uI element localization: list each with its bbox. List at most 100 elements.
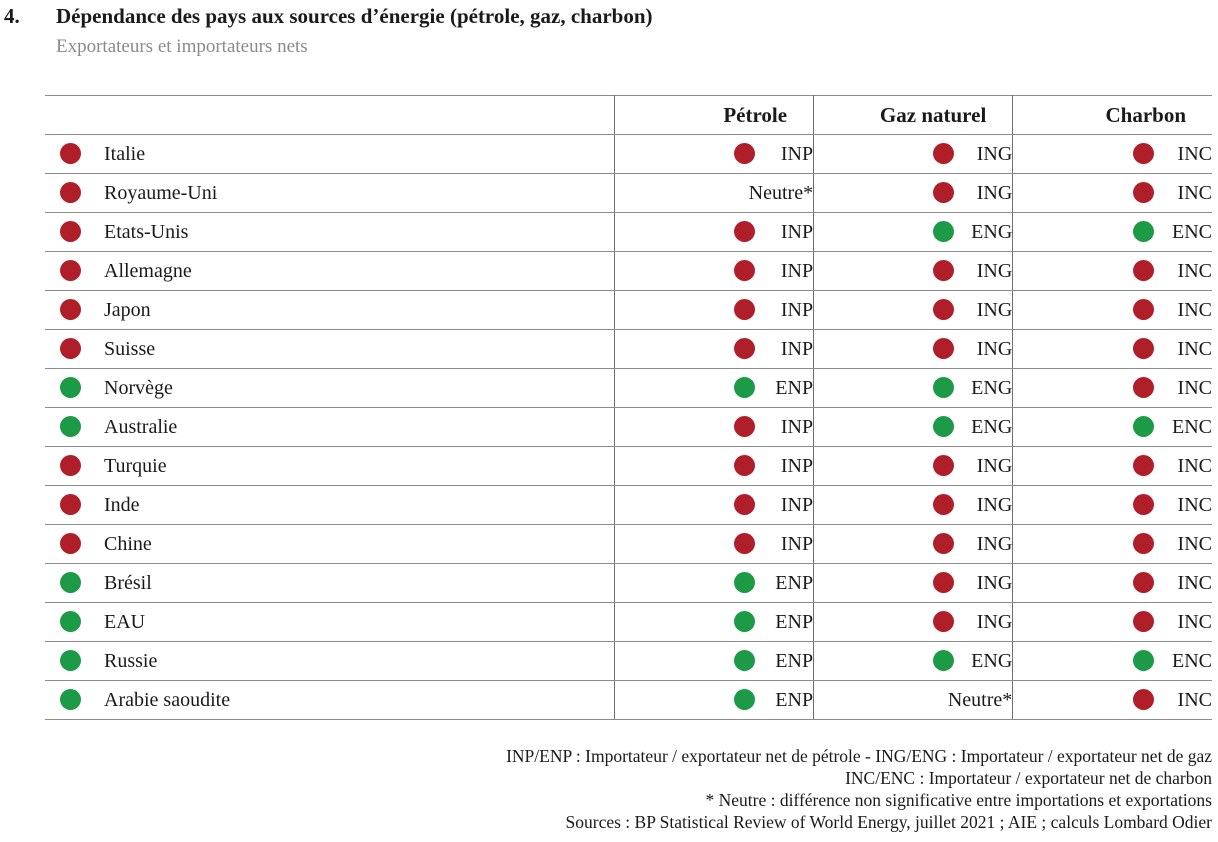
table-row: Brésil ENP ING INC	[45, 563, 1212, 603]
oil-cell: INP	[613, 329, 814, 369]
oil-cell: INP	[613, 251, 814, 291]
gas-status-code: ING	[976, 454, 1013, 477]
status-dot-icon	[933, 298, 955, 320]
status-dot-icon	[1133, 259, 1154, 281]
gas-cell: ING	[813, 173, 1013, 213]
oil-status-code: INP	[780, 298, 814, 321]
status-dot-icon	[1133, 532, 1154, 554]
country-name: Allemagne	[104, 259, 192, 282]
oil-cell: INP	[613, 212, 814, 252]
footnote-oil-gas: INP/ENP : Importateur / exportateur net …	[506, 746, 1212, 766]
oil-cell: ENP	[613, 368, 814, 408]
oil-cell: INP	[613, 524, 814, 564]
header-oil: Pétrole	[613, 95, 814, 135]
coal-status-code: INC	[1177, 376, 1212, 399]
gas-status-code: ING	[976, 298, 1013, 321]
oil-status-code: INP	[780, 142, 814, 165]
coal-cell: ENC	[1012, 407, 1212, 447]
gas-cell: ING	[813, 290, 1013, 330]
status-dot-icon	[1133, 337, 1154, 359]
status-dot-icon	[734, 376, 756, 398]
status-dot-icon	[933, 142, 955, 164]
gas-cell: ENG	[813, 641, 1013, 681]
coal-status-code: INC	[1177, 610, 1212, 633]
table-row: EAU ENP ING INC	[45, 602, 1212, 642]
table-row: Russie ENP ENG ENC	[45, 641, 1212, 681]
table-row: Chine INP ING INC	[45, 524, 1212, 564]
status-dot-icon	[60, 650, 81, 672]
status-dot-icon	[1133, 376, 1154, 398]
gas-status-code: ENG	[971, 220, 1013, 243]
coal-status-code: INC	[1177, 259, 1212, 282]
status-dot-icon	[734, 571, 756, 593]
gas-status-code: ENG	[971, 376, 1013, 399]
status-dot-icon	[734, 415, 756, 437]
status-dot-icon	[60, 377, 81, 399]
country-cell: Inde	[45, 485, 615, 525]
oil-status-code: INP	[780, 259, 814, 282]
status-dot-icon	[60, 299, 81, 321]
header-country	[45, 95, 615, 135]
gas-cell: ENG	[813, 212, 1013, 252]
oil-cell: ENP	[613, 602, 814, 642]
gas-cell: ENG	[813, 407, 1013, 447]
table-row: Royaume-Uni Neutre* ING INC	[45, 173, 1212, 213]
table-row: Allemagne INP ING INC	[45, 251, 1212, 291]
status-dot-icon	[734, 454, 756, 476]
oil-cell: ENP	[613, 563, 814, 603]
gas-status-code: ING	[976, 142, 1013, 165]
status-dot-icon	[1133, 415, 1154, 437]
status-dot-icon	[1133, 142, 1154, 164]
coal-status-code: INC	[1177, 181, 1212, 204]
country-name: Royaume-Uni	[104, 181, 218, 204]
oil-status-code: Neutre*	[748, 181, 814, 204]
gas-cell: ING	[813, 134, 1013, 174]
oil-status-code: INP	[780, 220, 814, 243]
country-name: Australie	[104, 415, 178, 438]
coal-cell: INC	[1012, 329, 1212, 369]
country-name: EAU	[104, 610, 146, 633]
status-dot-icon	[734, 220, 756, 242]
gas-cell: ING	[813, 446, 1013, 486]
gas-cell: ING	[813, 485, 1013, 525]
status-dot-icon	[734, 259, 756, 281]
oil-cell: INP	[613, 446, 814, 486]
status-dot-icon	[1133, 610, 1154, 632]
status-dot-icon	[933, 649, 955, 671]
status-dot-icon	[1133, 493, 1154, 515]
gas-status-code: ENG	[971, 649, 1013, 672]
status-dot-icon	[1133, 181, 1154, 203]
coal-cell: INC	[1012, 602, 1212, 642]
oil-cell: Neutre*	[613, 173, 814, 213]
status-dot-icon	[933, 181, 955, 203]
oil-cell: INP	[613, 485, 814, 525]
status-dot-icon	[1133, 649, 1154, 671]
country-cell: Allemagne	[45, 251, 615, 291]
coal-status-code: INC	[1177, 298, 1212, 321]
country-cell: Italie	[45, 134, 615, 174]
gas-status-code: ING	[976, 610, 1013, 633]
country-cell: Royaume-Uni	[45, 173, 615, 213]
header-gas: Gaz naturel	[813, 95, 1013, 135]
country-cell: Arabie saoudite	[45, 680, 615, 720]
coal-status-code: INC	[1177, 454, 1212, 477]
status-dot-icon	[1133, 454, 1154, 476]
coal-cell: INC	[1012, 134, 1212, 174]
coal-cell: ENC	[1012, 212, 1212, 252]
gas-cell: ING	[813, 602, 1013, 642]
status-dot-icon	[1133, 571, 1154, 593]
status-dot-icon	[60, 143, 81, 165]
country-cell: Japon	[45, 290, 615, 330]
oil-cell: ENP	[613, 680, 814, 720]
coal-cell: INC	[1012, 485, 1212, 525]
coal-cell: INC	[1012, 563, 1212, 603]
country-name: Etats-Unis	[104, 220, 189, 243]
status-dot-icon	[60, 494, 81, 516]
country-cell: Norvège	[45, 368, 615, 408]
oil-status-code: ENP	[775, 649, 814, 672]
table-row: Italie INP ING INC	[45, 134, 1212, 174]
status-dot-icon	[734, 649, 756, 671]
oil-cell: INP	[613, 134, 814, 174]
oil-status-code: INP	[780, 454, 814, 477]
status-dot-icon	[60, 182, 81, 204]
